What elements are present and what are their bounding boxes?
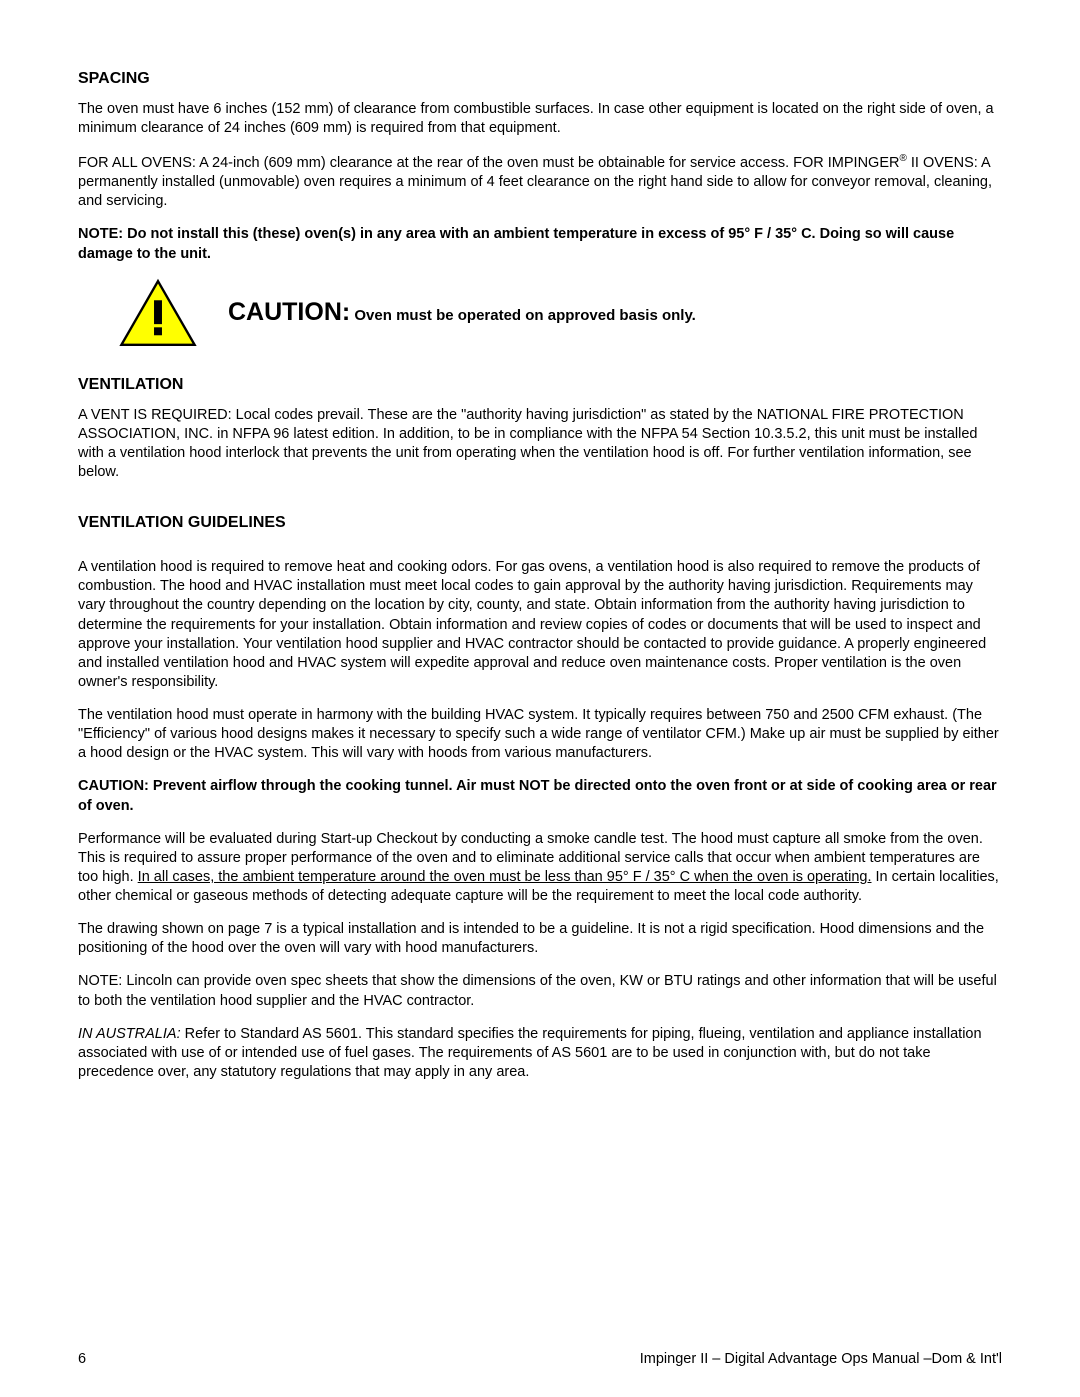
spacing-p2: FOR ALL OVENS: A 24-inch (609 mm) cleara… [78,152,1002,211]
footer-title: Impinger II – Digital Advantage Ops Manu… [640,1351,1002,1367]
page-footer: 6 Impinger II – Digital Advantage Ops Ma… [78,1351,1002,1367]
guidelines-p6-rest: Refer to Standard AS 5601. This standard… [78,1026,982,1080]
ventilation-p1: A VENT IS REQUIRED: Local codes prevail.… [78,406,1002,483]
caution-row: CAUTION: Oven must be operated on approv… [78,278,1002,348]
guidelines-p6: IN AUSTRALIA: Refer to Standard AS 5601.… [78,1025,1002,1082]
registered-symbol: ® [899,153,906,164]
warning-triangle-icon [118,278,198,348]
ventilation-heading: VENTILATION [78,376,1002,394]
guidelines-p4: The drawing shown on page 7 is a typical… [78,920,1002,958]
spacing-p1: The oven must have 6 inches (152 mm) of … [78,100,1002,138]
guidelines-p6-italic: IN AUSTRALIA: [78,1026,181,1042]
spacing-note: NOTE: Do not install this (these) oven(s… [78,225,1002,263]
caution-word: CAUTION: [228,298,350,326]
guidelines-p1: A ventilation hood is required to remove… [78,558,1002,692]
guidelines-p2: The ventilation hood must operate in har… [78,706,1002,763]
caution-text-container: CAUTION: Oven must be operated on approv… [228,298,696,327]
guidelines-caution: CAUTION: Prevent airflow through the coo… [78,777,1002,815]
caution-text: Oven must be operated on approved basis … [350,307,696,324]
guidelines-heading: VENTILATION GUIDELINES [78,514,1002,532]
guidelines-p5: NOTE: Lincoln can provide oven spec shee… [78,972,1002,1010]
guidelines-p3: Performance will be evaluated during Sta… [78,830,1002,907]
guidelines-p3-underline: In all cases, the ambient temperature ar… [138,869,872,885]
spacing-p2-a: FOR ALL OVENS: A 24-inch (609 mm) cleara… [78,155,899,171]
spacing-heading: SPACING [78,70,1002,88]
page-number: 6 [78,1351,86,1367]
